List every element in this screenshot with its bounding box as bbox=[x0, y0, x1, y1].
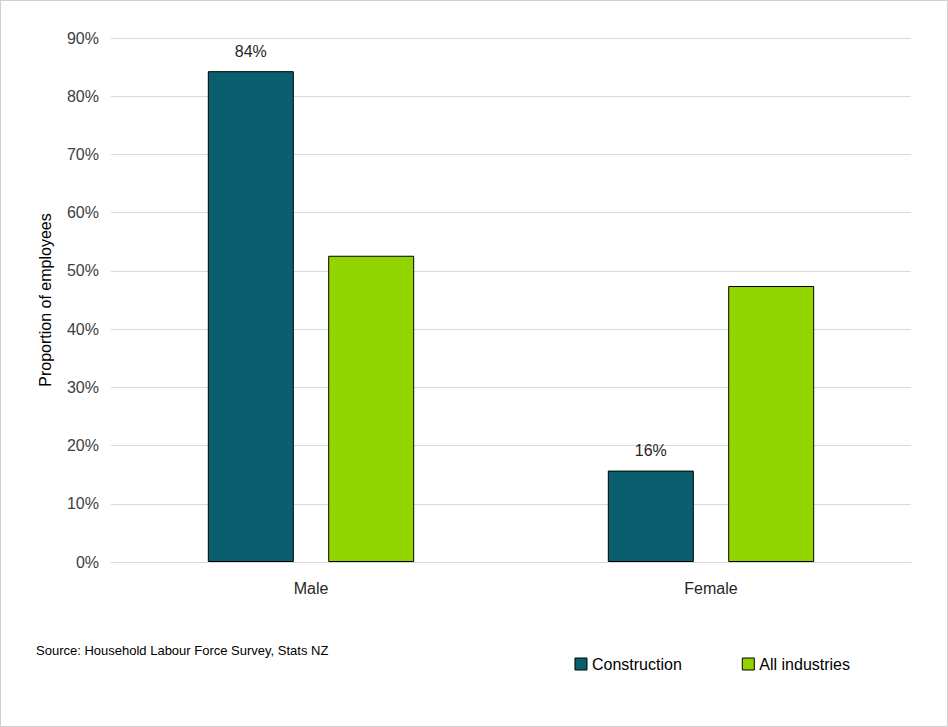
svg-text:70%: 70% bbox=[67, 146, 99, 163]
svg-text:84%: 84% bbox=[235, 43, 267, 60]
svg-text:40%: 40% bbox=[67, 321, 99, 338]
svg-text:10%: 10% bbox=[67, 495, 99, 512]
svg-text:Source: Household Labour Force: Source: Household Labour Force Survey, S… bbox=[36, 643, 328, 658]
svg-text:Construction: Construction bbox=[592, 656, 682, 673]
svg-text:60%: 60% bbox=[67, 204, 99, 221]
svg-text:20%: 20% bbox=[67, 437, 99, 454]
svg-text:50%: 50% bbox=[67, 262, 99, 279]
svg-text:80%: 80% bbox=[67, 88, 99, 105]
svg-text:90%: 90% bbox=[67, 30, 99, 47]
svg-text:All industries: All industries bbox=[759, 656, 850, 673]
svg-text:Female: Female bbox=[684, 580, 737, 597]
svg-text:Male: Male bbox=[294, 580, 329, 597]
svg-text:Proportion of employees: Proportion of employees bbox=[37, 213, 54, 386]
svg-text:30%: 30% bbox=[67, 379, 99, 396]
svg-text:16%: 16% bbox=[635, 442, 667, 459]
svg-text:0%: 0% bbox=[76, 554, 99, 571]
